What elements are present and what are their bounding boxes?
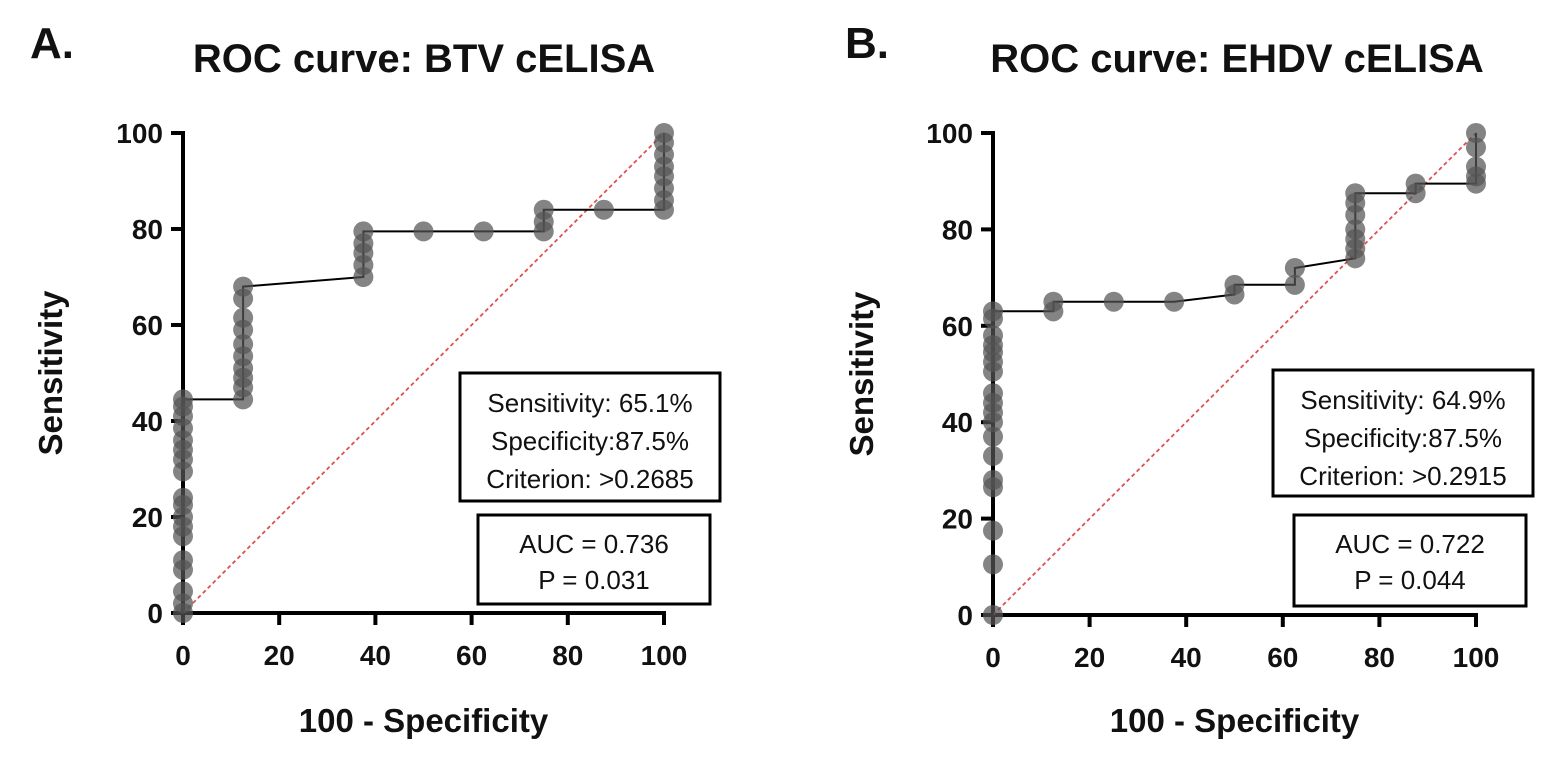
x-tick-label: 80 xyxy=(1364,642,1395,673)
roc-point xyxy=(1164,291,1185,312)
y-tick-label: 40 xyxy=(132,406,163,437)
roc-point xyxy=(983,520,1003,541)
roc-point xyxy=(593,199,614,220)
auc-line: P = 0.044 xyxy=(1354,565,1466,595)
roc-point xyxy=(233,334,254,355)
y-tick-label: 40 xyxy=(942,407,973,438)
stats-line: Specificity:87.5% xyxy=(491,426,689,456)
roc-point xyxy=(1466,123,1486,143)
panel-b: B. ROC curve: EHDV cELISA 0 20 40 60 80 100 0 20 4… xyxy=(843,19,1535,739)
roc-point xyxy=(983,301,1003,322)
roc-point xyxy=(1043,291,1064,312)
roc-point xyxy=(983,470,1003,491)
roc-point xyxy=(1345,219,1366,240)
y-tick-label: 80 xyxy=(942,214,973,245)
y-tick-label: 80 xyxy=(132,214,163,245)
roc-point xyxy=(983,445,1003,466)
auc-line: AUC = 0.722 xyxy=(1335,529,1485,559)
x-tick-label: 20 xyxy=(264,640,295,671)
roc-point xyxy=(353,221,374,242)
panel-letter: A. xyxy=(30,19,74,68)
roc-point xyxy=(173,550,193,571)
y-tick-label: 100 xyxy=(926,118,973,149)
roc-point xyxy=(1405,173,1426,194)
panel-a: A. ROC curve: BTV cELISA 0 20 40 60 80 100 0 20 40… xyxy=(30,19,722,739)
y-tick-label: 100 xyxy=(116,118,163,149)
x-tick-label: 100 xyxy=(641,640,688,671)
panel-letter: B. xyxy=(845,19,889,68)
roc-point xyxy=(473,221,494,242)
x-tick-label: 40 xyxy=(1171,642,1202,673)
auc-line: P = 0.031 xyxy=(538,565,650,595)
roc-point xyxy=(983,325,1003,346)
roc-point xyxy=(654,123,674,143)
x-axis-label: 100 - Specificity xyxy=(1110,702,1360,739)
y-tick-label: 0 xyxy=(957,600,973,631)
x-tick-label: 20 xyxy=(1074,642,1105,673)
roc-point xyxy=(173,487,193,508)
x-tick-label: 80 xyxy=(552,640,583,671)
roc-point xyxy=(1466,156,1486,177)
stats-line: Criterion: >0.2915 xyxy=(1299,461,1506,491)
roc-point xyxy=(1224,274,1245,295)
stats-box xyxy=(458,371,722,503)
stats-line: Sensitivity: 64.9% xyxy=(1300,385,1505,415)
roc-point xyxy=(1284,257,1305,278)
roc-point xyxy=(983,605,1003,625)
y-tick-label: 20 xyxy=(132,502,163,533)
x-tick-label: 0 xyxy=(175,640,191,671)
stats-box xyxy=(1271,368,1535,498)
y-axis-label: Sensitivity xyxy=(843,291,880,457)
auc-box xyxy=(476,513,712,606)
auc-box xyxy=(1292,513,1528,608)
y-tick-label: 0 xyxy=(147,598,163,629)
stats-line: Sensitivity: 65.1% xyxy=(487,388,692,418)
roc-point xyxy=(983,426,1003,447)
x-tick-label: 60 xyxy=(456,640,487,671)
x-axis-label: 100 - Specificity xyxy=(299,702,549,739)
stats-line: Criterion: >0.2685 xyxy=(486,464,693,494)
roc-point xyxy=(173,581,193,602)
roc-point xyxy=(983,383,1003,404)
auc-line: AUC = 0.736 xyxy=(519,529,669,559)
roc-point xyxy=(173,389,193,410)
reference-diagonal xyxy=(182,132,665,614)
roc-point xyxy=(413,221,434,242)
reference-diagonal xyxy=(992,132,1477,616)
roc-point xyxy=(1466,137,1486,158)
chart-title: ROC curve: BTV cELISA xyxy=(193,37,655,81)
roc-point xyxy=(1103,291,1124,312)
x-tick-label: 100 xyxy=(1453,642,1500,673)
roc-point xyxy=(233,276,254,297)
y-tick-label: 20 xyxy=(942,504,973,535)
roc-point xyxy=(1345,183,1366,204)
roc-point xyxy=(983,554,1003,575)
x-tick-label: 40 xyxy=(360,640,391,671)
x-tick-label: 0 xyxy=(985,642,1001,673)
stats-line: Specificity:87.5% xyxy=(1304,423,1502,453)
chart-title: ROC curve: EHDV cELISA xyxy=(990,37,1483,81)
roc-point xyxy=(533,199,554,220)
y-tick-label: 60 xyxy=(942,311,973,342)
x-tick-label: 60 xyxy=(1267,642,1298,673)
roc-point xyxy=(233,307,254,328)
y-axis-label: Sensitivity xyxy=(32,290,69,456)
y-tick-label: 60 xyxy=(132,310,163,341)
roc-point xyxy=(1284,274,1305,295)
